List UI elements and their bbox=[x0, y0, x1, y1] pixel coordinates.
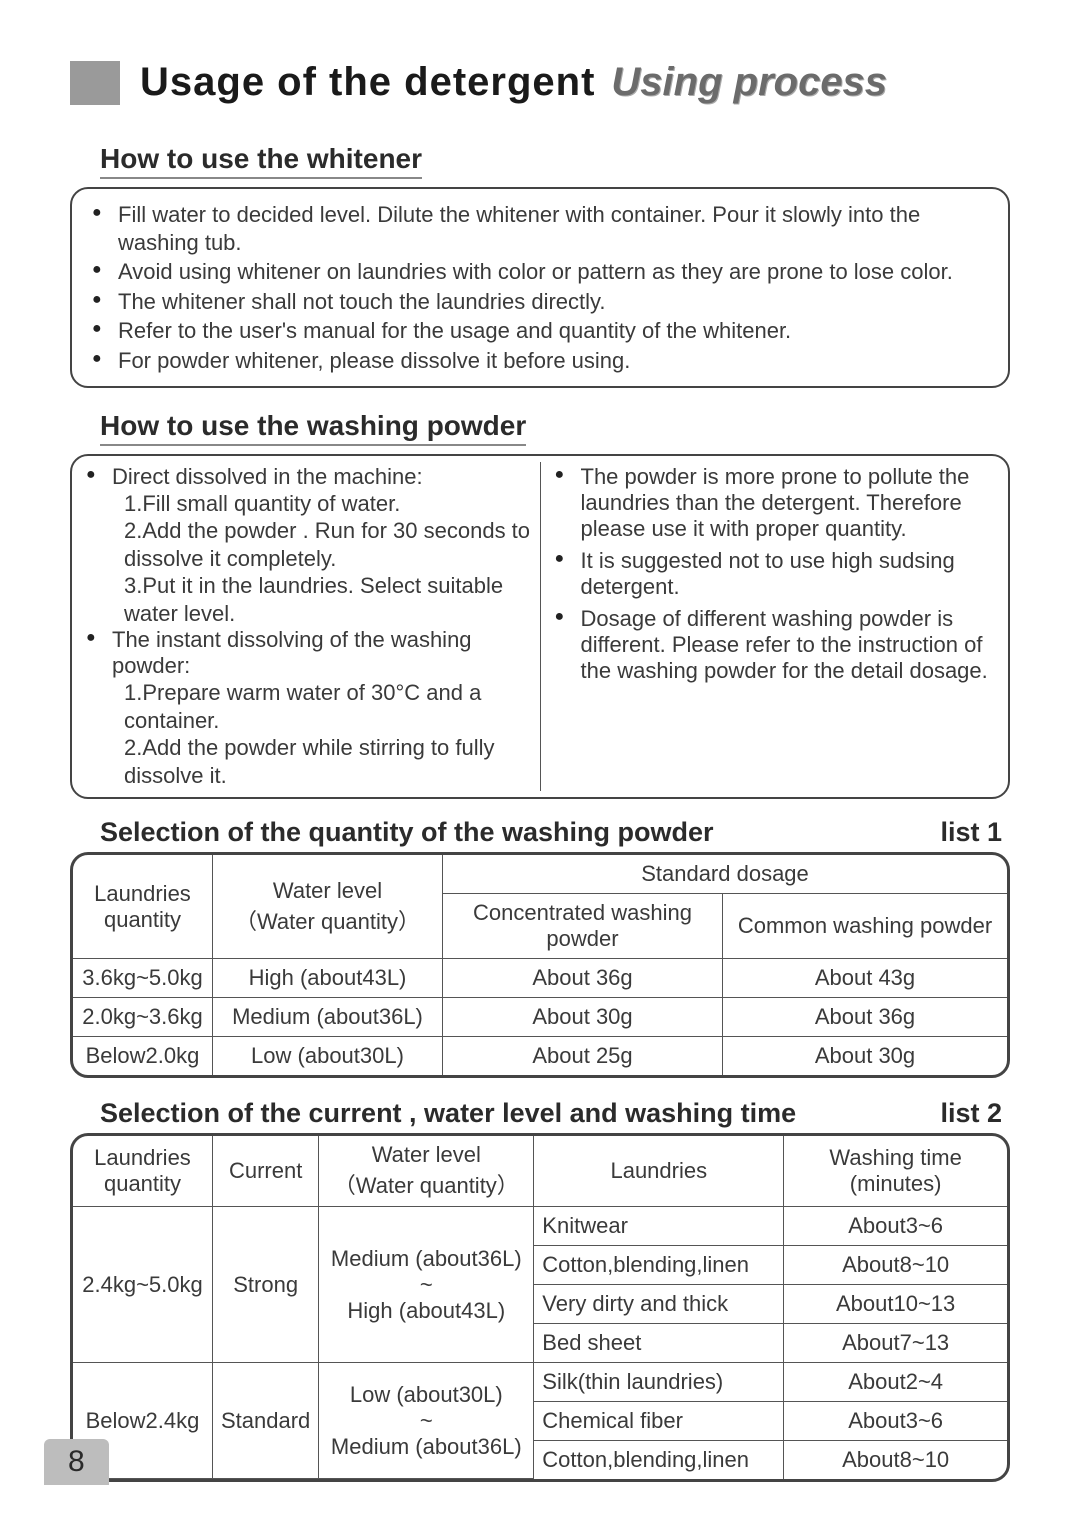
whitener-item: Refer to the user's manual for the usage… bbox=[92, 317, 994, 345]
table-row: 3.6kg~5.0kg High (about43L) About 36g Ab… bbox=[73, 959, 1007, 998]
t2-cell: About2~4 bbox=[784, 1363, 1007, 1402]
t2-col-laun: Laundries bbox=[534, 1136, 784, 1207]
t2-col-water-l1: Water level bbox=[327, 1142, 525, 1168]
whitener-item: Avoid using whitener on laundries with c… bbox=[92, 258, 994, 286]
powder-left-sub: 1.Fill small quantity of water. bbox=[80, 490, 532, 518]
t2-cell: About7~13 bbox=[784, 1324, 1007, 1363]
powder-heading: How to use the washing powder bbox=[100, 410, 526, 446]
t2-water-cell: Low (about30L) ~ Medium (about36L) bbox=[319, 1363, 534, 1479]
t1-cell: About 43g bbox=[723, 959, 1007, 998]
t2-cell: Bed sheet bbox=[534, 1324, 784, 1363]
t2-cell: Knitwear bbox=[534, 1207, 784, 1246]
t2-water-l2: High (about43L) bbox=[327, 1298, 525, 1324]
powder-left-b1: Direct dissolved in the machine: bbox=[86, 464, 532, 490]
table2: Laundries quantity Current Water level （… bbox=[70, 1133, 1010, 1482]
t2-cell: About8~10 bbox=[784, 1441, 1007, 1479]
table2-list-label: list 2 bbox=[940, 1098, 1002, 1129]
t2-water-tilde: ~ bbox=[327, 1408, 525, 1434]
t1-col-dosage: Standard dosage bbox=[443, 855, 1007, 894]
t2-water-l1: Medium (about36L) bbox=[327, 1246, 525, 1272]
t2-cell: 2.4kg~5.0kg bbox=[73, 1207, 213, 1363]
table1-list-label: list 1 bbox=[940, 817, 1002, 848]
page-header: Usage of the detergent Using process bbox=[70, 60, 1010, 105]
t1-col-water-l1: Water level bbox=[221, 878, 434, 904]
table-row: Below2.0kg Low (about30L) About 25g Abou… bbox=[73, 1037, 1007, 1075]
t1-cell: About 30g bbox=[443, 998, 723, 1037]
whitener-heading: How to use the whitener bbox=[100, 143, 422, 179]
t2-cell: Chemical fiber bbox=[534, 1402, 784, 1441]
page-number: 8 bbox=[44, 1439, 109, 1485]
t1-cell: About 36g bbox=[723, 998, 1007, 1037]
powder-left-sub: 2.Add the powder while stirring to fully… bbox=[80, 734, 532, 789]
powder-left-b2: The instant dissolving of the washing po… bbox=[86, 627, 532, 679]
t1-col-conc: Concentrated washing powder bbox=[443, 894, 723, 959]
t2-cell: About3~6 bbox=[784, 1207, 1007, 1246]
powder-left-sub: 3.Put it in the laundries. Select suitab… bbox=[80, 572, 532, 627]
powder-right-item: Dosage of different washing powder is di… bbox=[555, 606, 1001, 684]
t2-col-time: Washing time (minutes) bbox=[784, 1136, 1007, 1207]
t2-water-l2: Medium (about36L) bbox=[327, 1434, 525, 1460]
t2-cell: About3~6 bbox=[784, 1402, 1007, 1441]
t2-cell: Silk(thin laundries) bbox=[534, 1363, 784, 1402]
powder-box: Direct dissolved in the machine: 1.Fill … bbox=[70, 454, 1010, 799]
t1-col-water-l2: （Water quantity） bbox=[221, 904, 434, 936]
t1-cell: Low (about30L) bbox=[213, 1037, 443, 1075]
t2-cell: Cotton,blending,linen bbox=[534, 1441, 784, 1479]
t2-cell: Standard bbox=[213, 1363, 319, 1479]
t1-cell: 2.0kg~3.6kg bbox=[73, 998, 213, 1037]
t2-cell: Strong bbox=[213, 1207, 319, 1363]
powder-right: The powder is more prone to pollute the … bbox=[540, 462, 1009, 791]
table2-heading-row: Selection of the current , water level a… bbox=[100, 1098, 1010, 1129]
t2-col-q: Laundries quantity bbox=[73, 1136, 213, 1207]
t2-col-water: Water level （Water quantity） bbox=[319, 1136, 534, 1207]
powder-left-sub: 1.Prepare warm water of 30°C and a conta… bbox=[80, 679, 532, 734]
section-whitener: How to use the whitener Fill water to de… bbox=[70, 133, 1010, 388]
t2-water-tilde: ~ bbox=[327, 1272, 525, 1298]
t1-col-common: Common washing powder bbox=[723, 894, 1007, 959]
t2-water-cell: Medium (about36L) ~ High (about43L) bbox=[319, 1207, 534, 1363]
t2-col-cur: Current bbox=[213, 1136, 319, 1207]
t1-cell: Below2.0kg bbox=[73, 1037, 213, 1075]
t2-cell: About8~10 bbox=[784, 1246, 1007, 1285]
table-row: 2.4kg~5.0kg Strong Medium (about36L) ~ H… bbox=[73, 1207, 1007, 1246]
whitener-item: The whitener shall not touch the laundri… bbox=[92, 288, 994, 316]
table-row: Below2.4kg Standard Low (about30L) ~ Med… bbox=[73, 1363, 1007, 1402]
table-row: 2.0kg~3.6kg Medium (about36L) About 30g … bbox=[73, 998, 1007, 1037]
t1-cell: About 30g bbox=[723, 1037, 1007, 1075]
title-sub: Using process bbox=[611, 60, 887, 105]
t1-col-laundries: Laundries quantity bbox=[73, 855, 213, 959]
section-powder: How to use the washing powder Direct dis… bbox=[70, 406, 1010, 799]
title-main: Usage of the detergent bbox=[140, 60, 595, 105]
whitener-box: Fill water to decided level. Dilute the … bbox=[70, 187, 1010, 388]
powder-right-item: The powder is more prone to pollute the … bbox=[555, 464, 1001, 542]
t1-cell: Medium (about36L) bbox=[213, 998, 443, 1037]
t1-col-water: Water level （Water quantity） bbox=[213, 855, 443, 959]
t2-cell: About10~13 bbox=[784, 1285, 1007, 1324]
t1-cell: About 25g bbox=[443, 1037, 723, 1075]
powder-left-sub: 2.Add the powder . Run for 30 seconds to… bbox=[80, 517, 532, 572]
powder-right-item: It is suggested not to use high sudsing … bbox=[555, 548, 1001, 600]
header-accent-block bbox=[70, 61, 120, 105]
t2-cell: Very dirty and thick bbox=[534, 1285, 784, 1324]
t1-cell: About 36g bbox=[443, 959, 723, 998]
t2-cell: Cotton,blending,linen bbox=[534, 1246, 784, 1285]
table1-heading: Selection of the quantity of the washing… bbox=[100, 817, 940, 848]
table1: Laundries quantity Water level （Water qu… bbox=[70, 852, 1010, 1078]
table1-heading-row: Selection of the quantity of the washing… bbox=[100, 817, 1010, 848]
table2-heading: Selection of the current , water level a… bbox=[100, 1098, 940, 1129]
t2-col-water-l2: （Water quantity） bbox=[327, 1168, 525, 1200]
whitener-item: Fill water to decided level. Dilute the … bbox=[92, 201, 994, 256]
t1-cell: 3.6kg~5.0kg bbox=[73, 959, 213, 998]
whitener-item: For powder whitener, please dissolve it … bbox=[92, 347, 994, 375]
t2-water-l1: Low (about30L) bbox=[327, 1382, 525, 1408]
t1-cell: High (about43L) bbox=[213, 959, 443, 998]
powder-left: Direct dissolved in the machine: 1.Fill … bbox=[72, 462, 540, 791]
